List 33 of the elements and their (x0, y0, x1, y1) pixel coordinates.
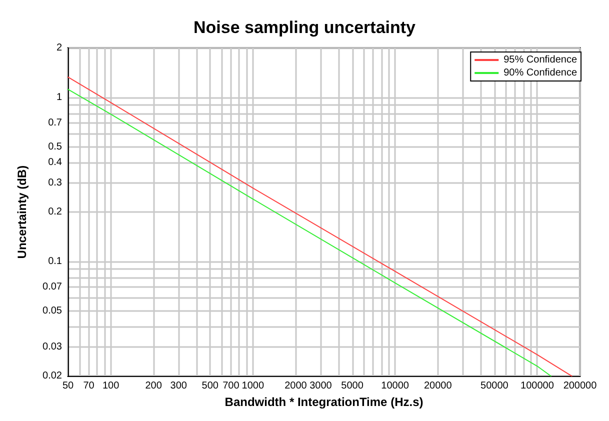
y-tick-label: 0.03 (42, 342, 62, 353)
y-tick-label: 0.02 (42, 370, 62, 382)
x-tick-label: 1000 (242, 380, 264, 392)
x-tick-label: 5000 (341, 380, 364, 392)
y-tick-label: 0.1 (48, 256, 62, 267)
x-tick-label: 200 (145, 380, 162, 392)
y-tick-label: 0.4 (48, 157, 62, 168)
y-tick-label: 0.05 (42, 305, 62, 316)
x-tick-label: 70 (83, 380, 95, 392)
y-tick-label: 1 (56, 92, 62, 103)
legend-label: 95% Confidence (504, 54, 578, 66)
x-tick-label: 20000 (424, 380, 452, 392)
x-tick-label: 10000 (381, 380, 410, 392)
y-tick-label: 0.5 (48, 141, 62, 152)
y-tick-label: 0.7 (48, 117, 62, 128)
x-tick-label: 700 (222, 380, 240, 392)
y-axis-title: Uncertainty (dB) (15, 165, 29, 259)
x-tick-label: 300 (170, 380, 188, 392)
y-tick-label: 0.3 (48, 178, 62, 189)
x-tick-label: 3000 (310, 380, 332, 392)
x-tick-label: 50000 (480, 380, 509, 392)
x-tick-label: 100000 (520, 380, 554, 392)
y-tick-label: 0.2 (48, 206, 62, 218)
x-tick-label: 500 (202, 380, 219, 392)
y-tick-label: 0.07 (42, 281, 62, 292)
x-tick-label: 200000 (563, 380, 598, 392)
legend-label: 90% Confidence (504, 68, 578, 78)
chart-title: Noise sampling uncertainty (194, 18, 416, 37)
x-tick-label: 2000 (284, 380, 308, 392)
x-tick-label: 50 (62, 380, 74, 392)
x-tick-label: 100 (102, 380, 120, 392)
x-axis-title: Bandwidth * IntegrationTime (Hz.s) (224, 395, 424, 409)
y-tick-label: 2 (56, 42, 62, 54)
